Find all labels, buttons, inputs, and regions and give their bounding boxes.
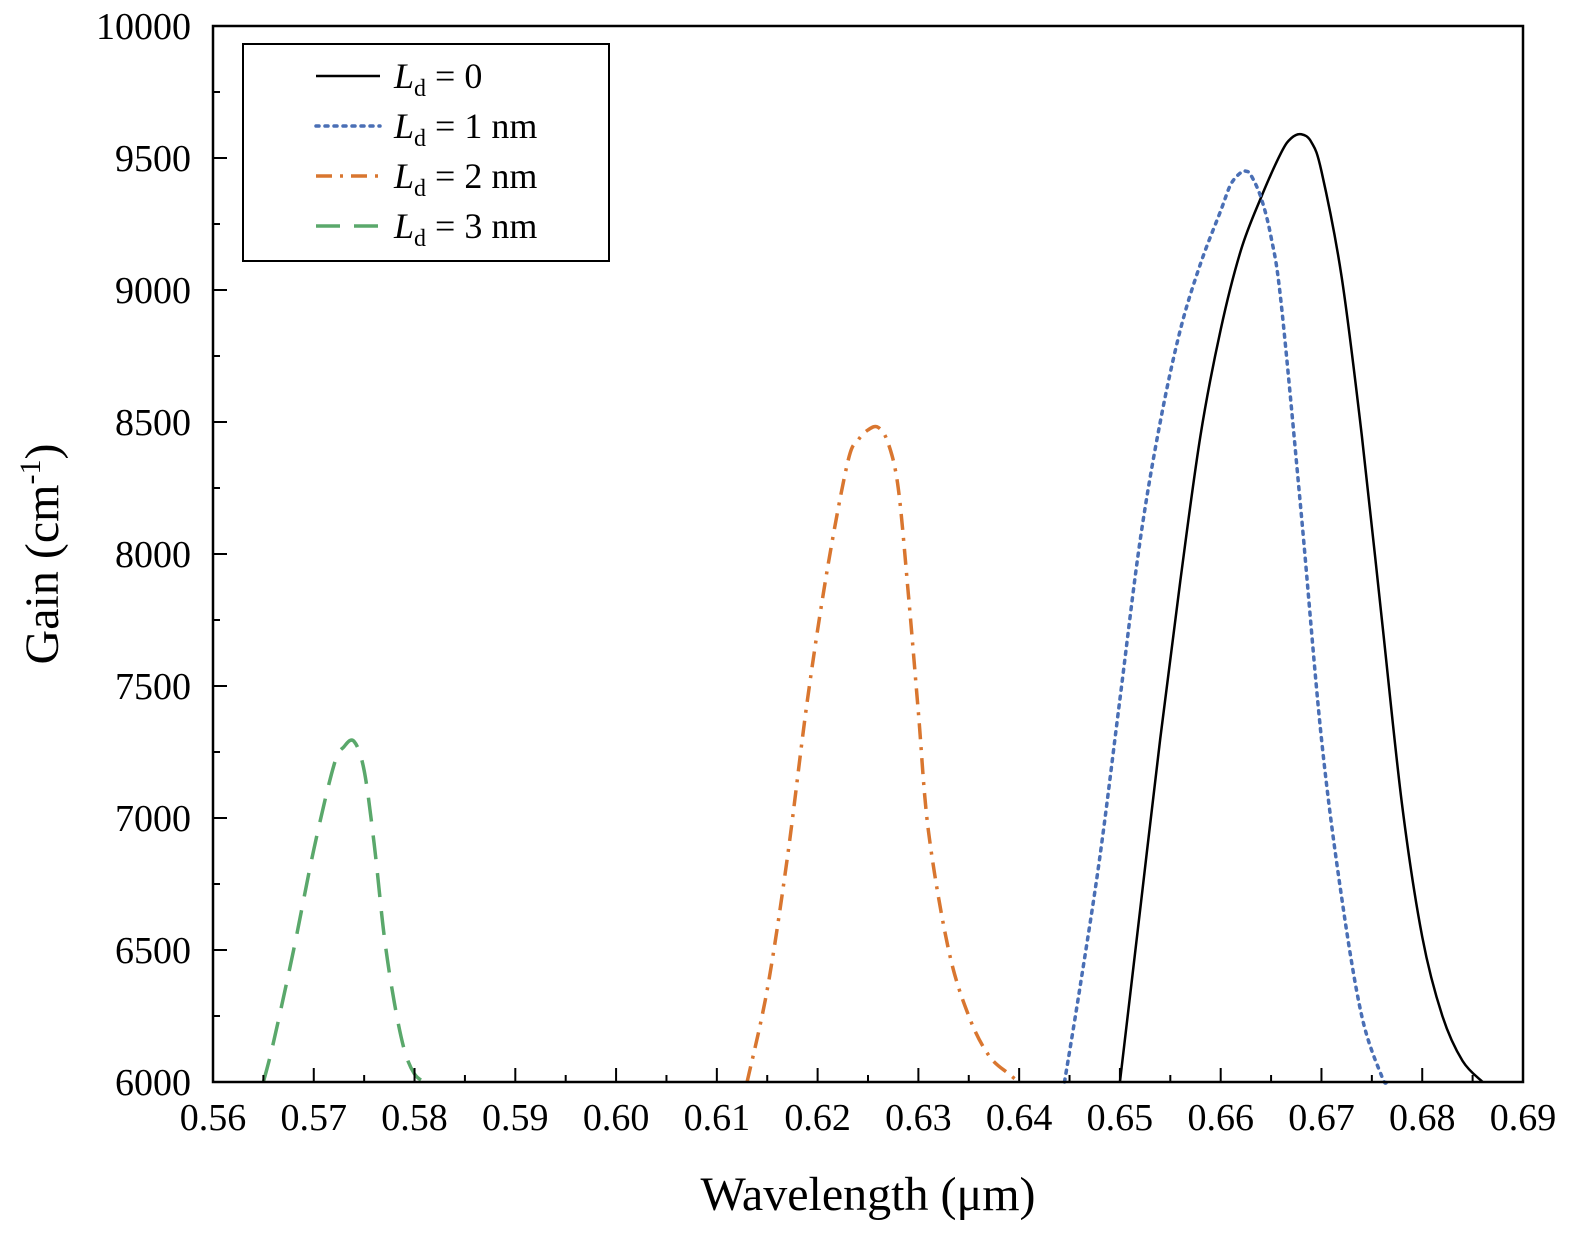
x-tick-label: 0.57 xyxy=(281,1097,348,1139)
legend-value: = 1 nm xyxy=(426,106,537,146)
series-line-0 xyxy=(1118,132,1484,1083)
legend-label: Ld = 0 xyxy=(393,56,482,102)
x-tick-label: 0.58 xyxy=(381,1097,448,1139)
legend-subscript: d xyxy=(414,126,426,152)
legend-subscript: d xyxy=(414,226,426,252)
series-line-1 xyxy=(1062,169,1389,1085)
y-axis-title-close: ) xyxy=(16,444,69,460)
legend-value: = 3 nm xyxy=(426,206,537,246)
legend-label: Ld = 3 nm xyxy=(393,206,537,252)
x-axis-title: Wavelength (μm) xyxy=(700,1168,1035,1221)
y-tick-label: 8500 xyxy=(115,402,191,444)
x-tick-label: 0.60 xyxy=(583,1097,650,1139)
y-tick-label: 8000 xyxy=(115,534,191,576)
series-line-3 xyxy=(261,738,426,1084)
x-tick-label: 0.56 xyxy=(180,1097,247,1139)
legend-symbol: L xyxy=(393,206,414,246)
x-tick-label: 0.62 xyxy=(784,1097,851,1139)
legend-label: Ld = 2 nm xyxy=(393,156,537,202)
y-tick-label: 7000 xyxy=(115,798,191,840)
legend-label: Ld = 1 nm xyxy=(393,106,537,152)
y-axis: 6000 6500 7000 7500 8000 8500 9000 9500 10000 xyxy=(96,6,227,1104)
y-tick-label: 6000 xyxy=(115,1062,191,1104)
y-tick-label: 7500 xyxy=(115,666,191,708)
y-tick-label: 9000 xyxy=(115,270,191,312)
x-tick-label: 0.64 xyxy=(986,1097,1053,1139)
x-tick-label: 0.65 xyxy=(1087,1097,1154,1139)
x-tick-label: 0.59 xyxy=(482,1097,549,1139)
series-line-2 xyxy=(745,424,1021,1084)
legend-subscript: d xyxy=(414,76,426,102)
x-tick-label: 0.67 xyxy=(1288,1097,1355,1139)
legend-symbol: L xyxy=(393,56,414,96)
x-tick-label: 0.66 xyxy=(1187,1097,1254,1139)
legend-subscript: d xyxy=(414,176,426,202)
x-tick-label: 0.69 xyxy=(1490,1097,1557,1139)
y-tick-label: 6500 xyxy=(115,930,191,972)
legend-symbol: L xyxy=(393,156,414,196)
y-axis-title-sup: -1 xyxy=(14,460,47,485)
y-axis-title-main: Gain (cm xyxy=(16,485,69,665)
y-tick-label: 9500 xyxy=(115,138,191,180)
x-tick-label: 0.68 xyxy=(1389,1097,1456,1139)
legend-symbol: L xyxy=(393,106,414,146)
series-curves xyxy=(261,132,1484,1085)
legend-box xyxy=(242,43,610,262)
legend-value: = 0 xyxy=(426,56,482,96)
x-tick-label: 0.61 xyxy=(684,1097,751,1139)
legend-value: = 2 nm xyxy=(426,156,537,196)
x-tick-label: 0.63 xyxy=(885,1097,952,1139)
x-axis: 0.56 0.57 0.58 0.59 0.60 0.61 0.62 0.63 0.64 0.65… xyxy=(180,1068,1557,1139)
y-tick-label: 10000 xyxy=(96,6,191,48)
y-axis-title: Gain (cm-1) xyxy=(14,444,69,665)
